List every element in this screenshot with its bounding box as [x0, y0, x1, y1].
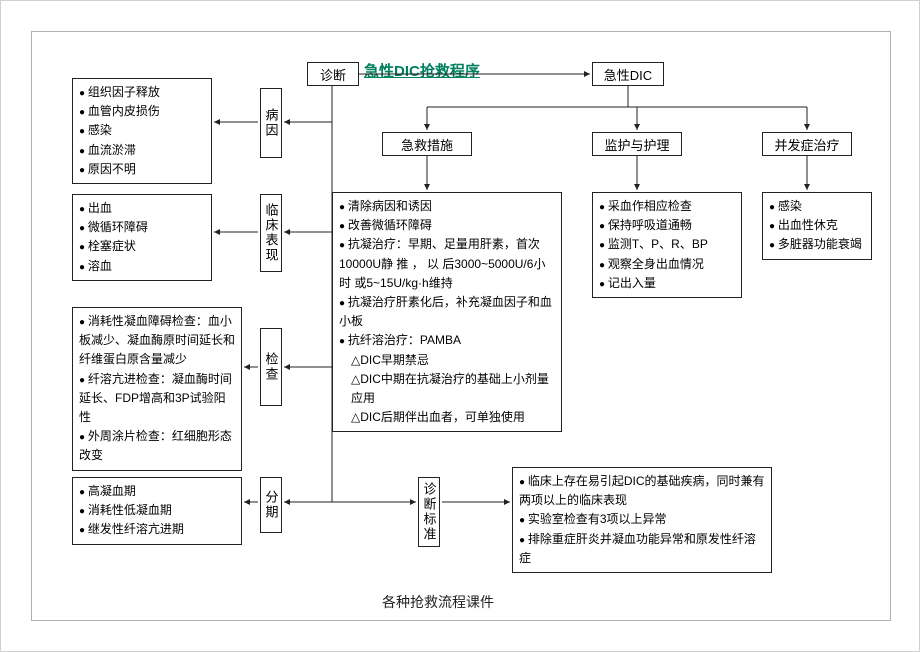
box-diag-std-detail: 临床上存在易引起DIC的基础疾病，同时兼有两项以上的临床表现 实验室检查有3项以… [512, 467, 772, 573]
list-item: 改善微循环障碍 [339, 216, 555, 235]
box-monitor-detail: 采血作相应检查 保持呼吸道通畅 监测T、P、R、BP 观察全身出血情况 记出入量 [592, 192, 742, 298]
list-item: 组织因子释放 [79, 83, 205, 102]
node-acute-dic: 急性DIC [592, 62, 664, 86]
list-item: 抗凝治疗：早期、足量用肝素，首次 10000U静 推 ， 以 后3000~500… [339, 235, 555, 293]
node-clinical: 临床表现 [260, 194, 282, 272]
list-item: 实验室检查有3项以上异常 [519, 510, 765, 529]
list-item: 采血作相应检查 [599, 197, 735, 216]
node-diag-std: 诊断标准 [418, 477, 440, 547]
list-item: 消耗性凝血障碍检查：血小板减少、凝血酶原时间延长和纤维蛋白原含量减少 [79, 312, 235, 370]
box-causes: 组织因子释放 血管内皮损伤 感染 血流淤滞 原因不明 [72, 78, 212, 184]
list-item: 纤溶亢进检查：凝血酶时间延长、FDP增高和3P试验阳性 [79, 370, 235, 428]
list-item: 感染 [79, 121, 205, 140]
list-item: 感染 [769, 197, 865, 216]
list-item: 血管内皮损伤 [79, 102, 205, 121]
node-exam: 检查 [260, 328, 282, 406]
box-stage: 高凝血期 消耗性低凝血期 继发性纤溶亢进期 [72, 477, 242, 545]
list-item: 记出入量 [599, 274, 735, 293]
list-item: 保持呼吸道通畅 [599, 216, 735, 235]
box-emergency-detail: 清除病因和诱因 改善微循环障碍 抗凝治疗：早期、足量用肝素，首次 10000U静… [332, 192, 562, 432]
box-complication-detail: 感染 出血性休克 多脏器功能衰竭 [762, 192, 872, 260]
list-item: 出血 [79, 199, 205, 218]
list-item: 栓塞症状 [79, 237, 205, 256]
list-item: 原因不明 [79, 160, 205, 179]
list-item: 多脏器功能衰竭 [769, 235, 865, 254]
diagram-frame: 急性DIC抢救程序 诊断 急 [31, 31, 891, 621]
box-clinical: 出血 微循环障碍 栓塞症状 溶血 [72, 194, 212, 281]
list-item: 血流淤滞 [79, 141, 205, 160]
list-item: 观察全身出血情况 [599, 255, 735, 274]
node-cause: 病因 [260, 88, 282, 158]
list-item: 消耗性低凝血期 [79, 501, 235, 520]
list-item: 微循环障碍 [79, 218, 205, 237]
list-item: 高凝血期 [79, 482, 235, 501]
list-item: 抗凝治疗肝素化后，补充凝血因子和血小板 [339, 293, 555, 331]
list-item: 继发性纤溶亢进期 [79, 520, 235, 539]
footer-caption: 各种抢救流程课件 [382, 592, 494, 612]
list-item: 监测T、P、R、BP [599, 235, 735, 254]
node-emergency: 急救措施 [382, 132, 472, 156]
list-item: 出血性休克 [769, 216, 865, 235]
list-item: 清除病因和诱因 [339, 197, 555, 216]
list-item: 排除重症肝炎并凝血功能异常和原发性纤溶症 [519, 530, 765, 568]
node-diagnosis: 诊断 [307, 62, 359, 86]
box-exam: 消耗性凝血障碍检查：血小板减少、凝血酶原时间延长和纤维蛋白原含量减少 纤溶亢进检… [72, 307, 242, 471]
node-stage: 分期 [260, 477, 282, 533]
list-item: 临床上存在易引起DIC的基础疾病，同时兼有两项以上的临床表现 [519, 472, 765, 510]
list-item: 抗纤溶治疗：PAMBA [339, 331, 555, 350]
sub-item: △DIC中期在抗凝治疗的基础上小剂量应用 [351, 370, 555, 408]
diagram-title: 急性DIC抢救程序 [364, 60, 480, 81]
sub-item: △DIC早期禁忌 [351, 351, 555, 370]
list-item: 溶血 [79, 257, 205, 276]
node-complication: 并发症治疗 [762, 132, 852, 156]
sub-item: △DIC后期伴出血者，可单独使用 [351, 408, 555, 427]
node-monitor: 监护与护理 [592, 132, 682, 156]
list-item: 外周涂片检查：红细胞形态改变 [79, 427, 235, 465]
